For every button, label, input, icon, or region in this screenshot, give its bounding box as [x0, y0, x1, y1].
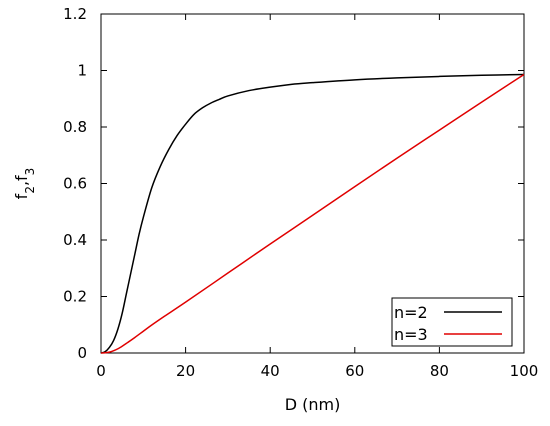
- y-tick-label: 0.4: [63, 231, 87, 249]
- legend: n=2 n=3: [391, 297, 513, 347]
- x-tick-label: 20: [176, 362, 195, 380]
- y-axis-label-sub2: 3: [23, 168, 37, 176]
- x-tick-label: 0: [96, 362, 106, 380]
- series-line-n2: [100, 73, 525, 354]
- y-axis-label-base: f: [12, 193, 31, 199]
- series-group: [100, 73, 525, 354]
- y-tick-label: 0.8: [63, 118, 87, 136]
- x-tick-label: 80: [430, 362, 449, 380]
- y-tick-label: 0.6: [63, 175, 87, 193]
- x-tick-label: 60: [345, 362, 364, 380]
- y-tick-label: 0.2: [63, 288, 87, 306]
- legend-label-n2: n=2: [394, 303, 428, 322]
- y-axis-label-sep: ,f: [12, 175, 31, 186]
- y-tick-label: 0: [77, 344, 87, 362]
- legend-label-n3: n=3: [394, 325, 428, 344]
- ticks: 0 20 40 60 80 100 0 0.2 0.4 0.6 0.8 1 1.2: [63, 5, 538, 380]
- y-tick-label: 1: [77, 62, 87, 80]
- legend-box: [391, 297, 513, 347]
- x-axis-label: D (nm): [285, 395, 341, 414]
- y-axis-label-sub1: 2: [23, 186, 37, 194]
- y-tick-label: 1.2: [63, 5, 87, 23]
- x-tick-label: 100: [510, 362, 539, 380]
- y-axis-label: f2,f3: [12, 168, 37, 200]
- x-tick-label: 40: [261, 362, 280, 380]
- series-line-n3: [100, 73, 525, 354]
